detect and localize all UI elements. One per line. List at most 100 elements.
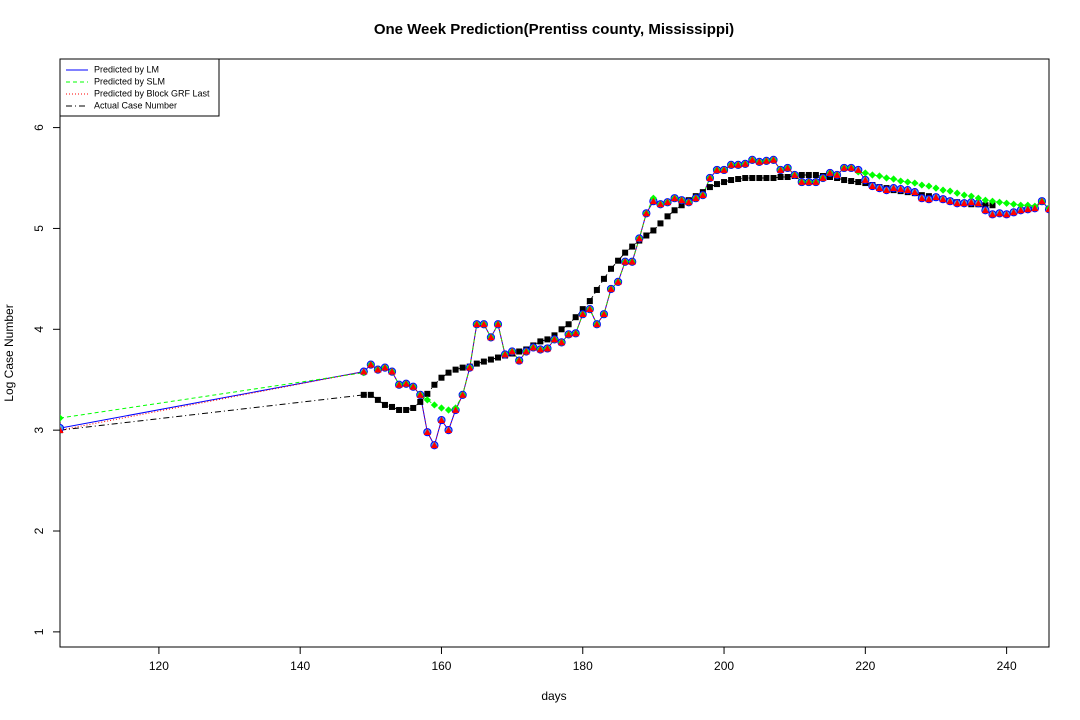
point (974, 199, 982, 207)
point (423, 428, 431, 436)
point (367, 360, 375, 368)
point (678, 196, 686, 204)
point (812, 178, 820, 185)
x-tick-label: 120 (149, 659, 169, 673)
point (762, 157, 771, 164)
point (430, 441, 439, 449)
point (550, 335, 559, 343)
point (487, 333, 495, 341)
point (579, 310, 587, 318)
point (558, 326, 565, 333)
y-axis-label: Log Case Number (2, 304, 16, 401)
point (742, 175, 749, 182)
point (692, 194, 700, 202)
point (586, 298, 593, 305)
point (593, 320, 601, 328)
point (614, 278, 622, 285)
point (416, 391, 424, 398)
point (755, 158, 763, 165)
point (847, 164, 855, 171)
point (395, 381, 403, 388)
point (904, 186, 912, 193)
point (656, 200, 665, 208)
point (622, 249, 629, 256)
point (776, 166, 785, 173)
point (430, 401, 439, 409)
point (657, 220, 664, 227)
y-tick-label: 2 (32, 527, 46, 534)
point (911, 179, 919, 187)
series-line (60, 174, 993, 431)
point (579, 306, 586, 313)
point (988, 197, 997, 205)
point (459, 391, 467, 398)
point (812, 171, 819, 178)
point (939, 186, 947, 194)
point (826, 169, 834, 176)
point (572, 329, 580, 337)
x-tick-label: 160 (431, 659, 451, 673)
point (444, 426, 453, 434)
point (437, 404, 446, 412)
point (1017, 201, 1025, 209)
y-tick-label: 5 (32, 225, 46, 232)
point (593, 286, 600, 293)
point (967, 198, 975, 206)
point (840, 164, 848, 171)
series-line (60, 159, 1049, 447)
y-tick-label: 1 (32, 628, 46, 635)
point (402, 380, 410, 387)
point (848, 178, 855, 185)
point (664, 213, 671, 220)
point (543, 344, 552, 352)
point (981, 206, 990, 214)
point (1017, 206, 1025, 214)
point (967, 192, 975, 200)
point (529, 343, 537, 351)
point (784, 174, 791, 181)
point (565, 330, 573, 338)
point (861, 169, 869, 177)
point (1038, 197, 1046, 205)
point (953, 199, 961, 207)
point (473, 320, 481, 328)
point (882, 186, 891, 193)
chart-title: One Week Prediction(Prentiss county, Mis… (374, 21, 734, 38)
point (608, 265, 615, 272)
point (685, 198, 693, 206)
point (1010, 208, 1018, 216)
point (699, 191, 707, 199)
point (769, 156, 778, 163)
x-tick-label: 180 (573, 659, 593, 673)
x-tick-label: 240 (997, 659, 1017, 673)
point (855, 179, 862, 186)
point (805, 178, 813, 185)
legend-label: Predicted by Block GRF Last (94, 88, 210, 98)
point (607, 285, 615, 292)
point (367, 391, 374, 398)
point (833, 171, 841, 178)
point (960, 191, 968, 199)
point (882, 174, 891, 182)
point (544, 336, 551, 343)
point (734, 161, 742, 168)
point (670, 194, 679, 202)
point (381, 364, 389, 371)
point (925, 195, 933, 203)
point (417, 398, 424, 405)
point (444, 406, 453, 414)
point (1003, 210, 1011, 218)
x-axis-label: days (541, 689, 566, 703)
point (932, 184, 940, 192)
point (615, 257, 622, 264)
point (897, 177, 905, 185)
point (1024, 201, 1032, 209)
point (480, 358, 487, 365)
x-tick-label: 200 (714, 659, 734, 673)
point (487, 356, 494, 363)
series-line (60, 159, 1049, 447)
series-line (60, 159, 1049, 419)
point (557, 338, 566, 346)
point (389, 403, 396, 410)
